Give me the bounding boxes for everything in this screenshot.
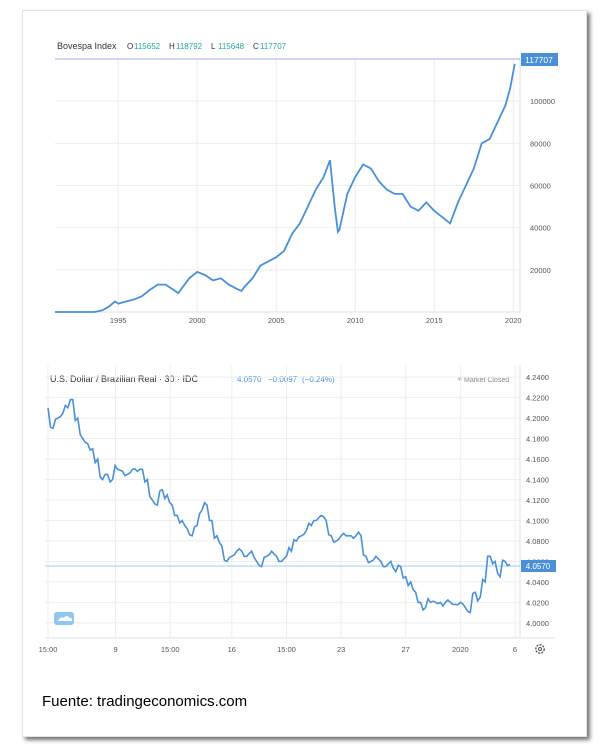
y-tick-label: 4.0200: [526, 598, 549, 607]
usdbrl-change: −0.0097: [268, 375, 298, 384]
usdbrl-title: U.S. Dollar / Brazilian Real · 30 · IDC: [50, 374, 199, 384]
market-status: Market Closed: [464, 377, 509, 384]
x-tick-label: 2020: [505, 316, 522, 325]
ohlc-key-h: H: [169, 42, 175, 51]
x-tick-label: 15:00: [161, 645, 180, 654]
y-tick-label: 60000: [530, 182, 551, 191]
y-tick-label: 4.1200: [526, 496, 549, 505]
ohlc-key-o: O: [127, 42, 133, 51]
x-tick-label: 2000: [189, 316, 206, 325]
ohlc-value-o: 115652: [134, 42, 161, 51]
x-tick-label: 27: [402, 645, 410, 654]
y-tick-label: 4.1400: [526, 476, 549, 485]
bovespa-ohlc: O 115652 H 118792 L 115648 C 117707: [127, 42, 287, 51]
x-tick-label: 2005: [268, 316, 285, 325]
usdbrl-series-line: [47, 398, 511, 614]
bovespa-last-price-badge: [521, 53, 558, 66]
bovespa-grid: [55, 59, 520, 312]
y-tick-label: 4.2000: [526, 414, 549, 423]
x-tick-label: 1995: [110, 316, 127, 325]
x-tick-label: 6: [513, 645, 517, 654]
y-tick-label: 4.1000: [526, 516, 549, 525]
usdbrl-change-pct: (−0.24%): [302, 375, 335, 384]
y-tick-label: 4.1600: [526, 455, 549, 464]
x-tick-label: 2020: [452, 645, 469, 654]
usdbrl-x-ticks: 15:00 9 15:00 16 15:00 23 27 2020 6: [39, 645, 517, 654]
ohlc-key-c: C: [253, 42, 259, 51]
bovespa-x-ticks: 1995 2000 2005 2010 2015 2020: [110, 316, 522, 325]
x-tick-label: 23: [337, 645, 345, 654]
usdbrl-last-price-badge: [521, 560, 556, 572]
bovespa-chart: Bovespa Index O 115652 H 118792 L 115648 C 1177…: [55, 41, 558, 325]
bovespa-last-price-label: 117707: [525, 55, 553, 65]
x-tick-label: 16: [228, 645, 236, 654]
usdbrl-grid: [45, 365, 520, 638]
usdbrl-y-ticks: 4.00004.02004.04004.06004.08004.10004.12…: [526, 373, 549, 628]
y-tick-label: 20000: [530, 266, 551, 275]
gear-icon[interactable]: [535, 644, 545, 654]
y-tick-label: 4.2400: [526, 373, 549, 382]
x-tick-label: 15:00: [277, 645, 296, 654]
y-tick-label: 4.0800: [526, 537, 549, 546]
source-caption: Fuente: tradingeconomics.com: [42, 693, 248, 710]
ohlc-value-c: 117707: [260, 42, 287, 51]
usdbrl-last-value: 4.0570: [237, 375, 262, 384]
y-tick-label: 4.1800: [526, 435, 549, 444]
bovespa-y-ticks: 20000 40000 60000 80000 100000: [530, 97, 555, 275]
x-tick-label: 15:00: [39, 645, 58, 654]
y-tick-label: 4.2200: [526, 394, 549, 403]
usdbrl-chart: U.S. Dollar / Brazilian Real · 30 · IDC …: [39, 365, 556, 654]
ohlc-key-l: L: [211, 42, 216, 51]
y-tick-label: 80000: [530, 139, 551, 148]
bovespa-series-line: [55, 63, 516, 313]
ohlc-value-l: 115648: [218, 42, 245, 51]
y-tick-label: 4.0400: [526, 578, 549, 587]
y-tick-label: 100000: [530, 97, 555, 106]
x-tick-label: 9: [113, 645, 117, 654]
y-tick-label: 40000: [530, 224, 551, 233]
usdbrl-last-price-label: 4.0570: [526, 562, 551, 571]
bovespa-title: Bovespa Index: [57, 41, 117, 51]
x-tick-label: 2015: [426, 316, 443, 325]
ohlc-value-h: 118792: [176, 42, 203, 51]
y-tick-label: 4.0000: [526, 619, 549, 628]
x-tick-label: 2010: [347, 316, 364, 325]
cloud-logo-icon: [54, 612, 74, 625]
